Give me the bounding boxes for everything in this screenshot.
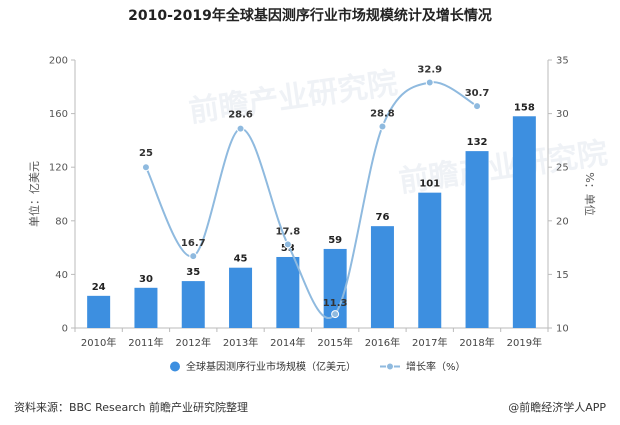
- left-tick-label: 0: [62, 324, 68, 335]
- legend-line-dot: [386, 362, 394, 371]
- bar: [465, 151, 489, 328]
- growth-value-label: 28.8: [370, 108, 395, 119]
- bar-value-label: 35: [186, 267, 200, 278]
- right-axis-label: %：单位: [583, 172, 597, 215]
- growth-value-label: 32.9: [417, 65, 442, 76]
- growth-line: 25 16.7 28.6 17.8 11.3 28.8 32.9 30.7: [139, 65, 489, 319]
- legend: 全球基因测序行业市场规模（亿美元） 增长率（%）: [170, 360, 466, 373]
- bar-value-label: 30: [139, 274, 153, 285]
- x-tick-label: 2013年: [223, 336, 258, 349]
- bar: [276, 256, 300, 328]
- growth-point: [331, 310, 340, 319]
- axes: 0 40 80 120 160 200 10 15 20 25 30 35 2010年 2011年 2012…: [27, 56, 597, 350]
- bars: 24 30 35 45 53 59 76 101 132 158: [87, 102, 536, 328]
- right-tick-label: 30: [556, 109, 569, 120]
- bar: [181, 281, 205, 328]
- bar-value-label: 59: [328, 235, 342, 246]
- source-text: 资料来源：BBC Research 前瞻产业研究院整理: [14, 400, 248, 414]
- right-tick-label: 15: [556, 270, 569, 281]
- growth-point: [141, 163, 150, 172]
- bar-value-label: 24: [92, 282, 106, 293]
- growth-value-label: 11.3: [323, 298, 348, 309]
- bar: [418, 192, 442, 328]
- legend-bar-label: 全球基因测序行业市场规模（亿美元）: [186, 360, 356, 373]
- growth-value-label: 30.7: [465, 88, 490, 99]
- right-tick-label: 20: [556, 216, 569, 227]
- growth-value-label: 17.8: [276, 226, 301, 237]
- watermark-right: 前瞻产业研究院: [397, 136, 610, 200]
- growth-value-label: 16.7: [181, 238, 206, 249]
- bar-value-label: 101: [419, 179, 440, 190]
- bar: [87, 295, 111, 328]
- x-tick-label: 2015年: [317, 336, 352, 349]
- growth-point: [378, 122, 387, 131]
- bar-value-label: 158: [514, 102, 535, 113]
- x-tick-label: 2016年: [365, 336, 400, 349]
- bar: [229, 267, 253, 328]
- x-tick-label: 2019年: [507, 336, 542, 349]
- growth-point: [236, 124, 245, 133]
- x-tick-label: 2017年: [412, 336, 447, 349]
- watermark-center: 前瞻产业研究院: [187, 66, 400, 130]
- bar-value-label: 45: [234, 254, 248, 265]
- legend-bar-marker: [170, 361, 180, 372]
- brand-text: @前瞻经济学人APP: [508, 400, 606, 414]
- growth-point: [189, 252, 198, 261]
- left-axis-label: 单位：亿美元: [27, 161, 41, 227]
- growth-value-label: 28.6: [228, 110, 253, 121]
- bar: [512, 116, 536, 328]
- bar: [370, 226, 394, 328]
- bar-value-label: 132: [467, 137, 488, 148]
- bar-value-label: 53: [281, 243, 295, 254]
- growth-point: [473, 102, 482, 111]
- left-tick-label: 200: [49, 56, 68, 67]
- bar-value-label: 76: [375, 212, 389, 223]
- right-tick-label: 25: [556, 163, 569, 174]
- right-tick-label: 10: [556, 324, 569, 335]
- left-tick-label: 120: [49, 163, 68, 174]
- x-tick-label: 2010年: [81, 336, 116, 349]
- growth-point: [425, 78, 434, 87]
- x-tick-label: 2012年: [176, 336, 211, 349]
- left-tick-label: 40: [55, 270, 68, 281]
- right-tick-label: 35: [556, 56, 569, 67]
- left-tick-label: 160: [49, 109, 68, 120]
- growth-point: [283, 240, 292, 249]
- growth-value-label: 25: [139, 148, 153, 159]
- chart-title: 2010-2019年全球基因测序行业市场规模统计及增长情况: [128, 7, 492, 24]
- x-tick-label: 2011年: [128, 336, 163, 349]
- left-tick-label: 80: [55, 216, 68, 227]
- legend-line-label: 增长率（%）: [406, 360, 466, 373]
- x-tick-label: 2018年: [459, 336, 494, 349]
- bar: [134, 287, 158, 328]
- x-tick-label: 2014年: [270, 336, 305, 349]
- growth-line-path: [145, 81, 478, 319]
- bar: [323, 248, 347, 328]
